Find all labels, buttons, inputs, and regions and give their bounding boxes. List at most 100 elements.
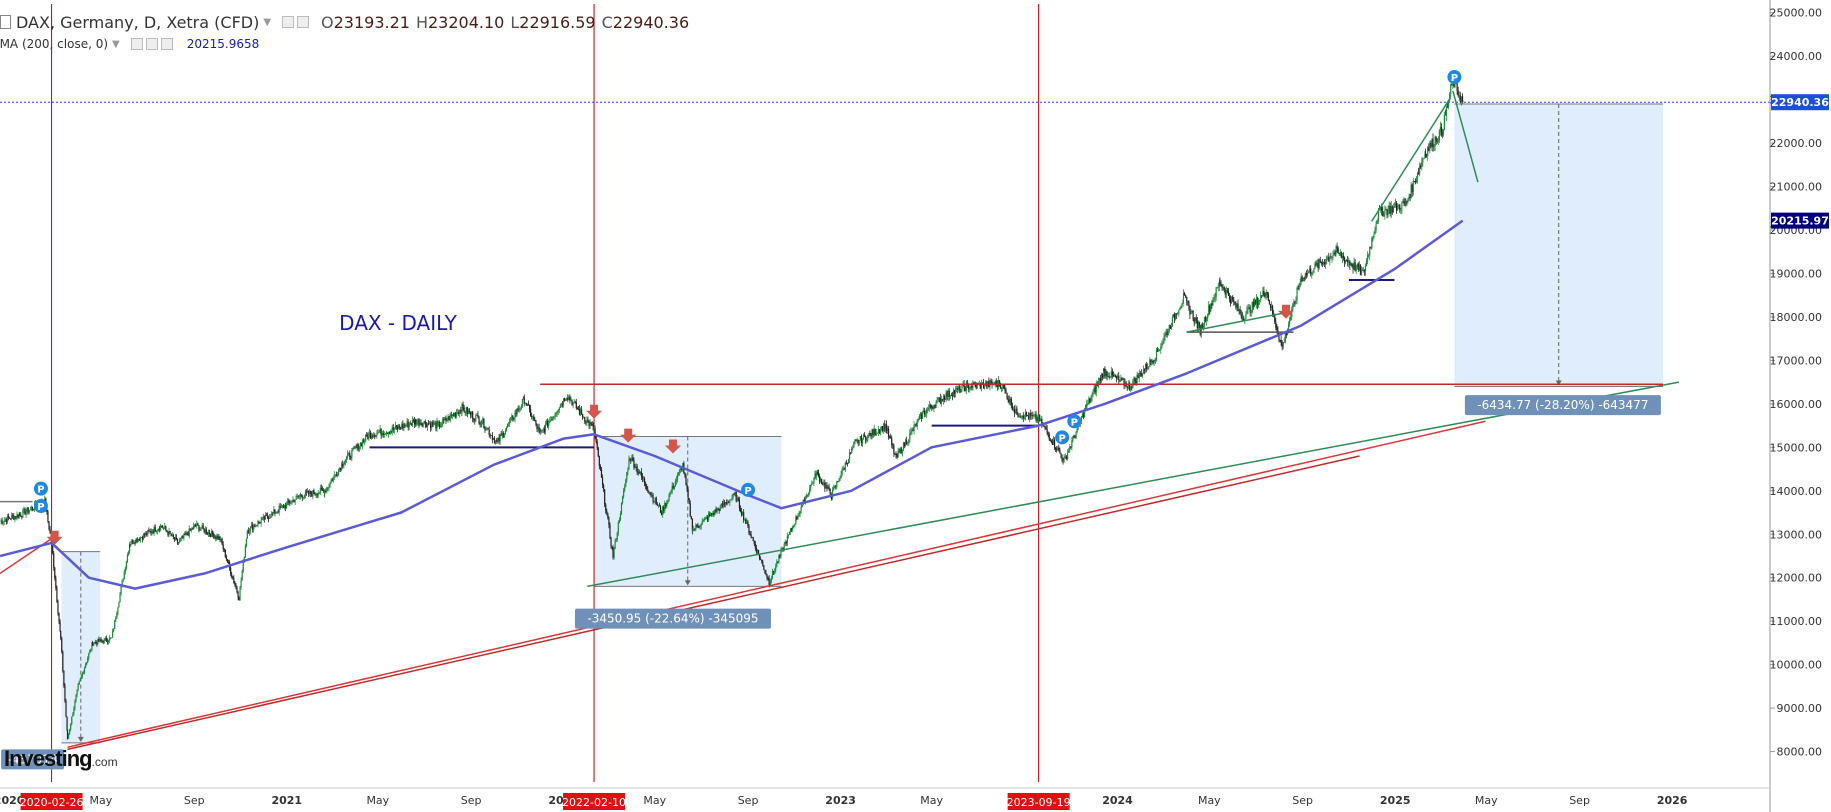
- candle-body: [106, 641, 109, 643]
- candle-body: [834, 485, 836, 488]
- candle-body: [1344, 259, 1347, 263]
- candle-body: [247, 530, 249, 533]
- candle-body: [835, 485, 837, 487]
- symbol-title[interactable]: DAX, Germany, D, Xetra (CFD): [16, 12, 260, 32]
- candle-body: [917, 419, 919, 421]
- candle-body: [134, 542, 136, 544]
- candle-body: [284, 505, 287, 508]
- candle-body: [579, 409, 582, 415]
- down-arrow-marker: [46, 530, 63, 545]
- candle-body: [1403, 201, 1405, 204]
- candle-body: [1103, 369, 1105, 370]
- candle-body: [1413, 180, 1415, 182]
- candle-body: [74, 700, 76, 709]
- y-tick-label: 24000.00: [1770, 50, 1823, 63]
- candle-body: [170, 533, 172, 537]
- candle-body: [963, 383, 965, 388]
- candle-body: [425, 424, 427, 428]
- candle-body: [26, 507, 28, 512]
- candle-body: [438, 422, 441, 428]
- candle-body: [413, 420, 416, 425]
- candle-body: [838, 480, 840, 482]
- chart-menu-icon[interactable]: [0, 15, 11, 29]
- candle-body: [412, 420, 415, 422]
- candle-body: [453, 412, 456, 416]
- candle-body: [127, 551, 130, 555]
- candle-body: [115, 618, 117, 621]
- indicator-dropdown-icon[interactable]: ▼: [112, 38, 120, 50]
- candle-body: [164, 526, 166, 528]
- candle-body: [757, 549, 760, 555]
- candle-body: [1352, 266, 1354, 269]
- candle-body: [1105, 371, 1107, 376]
- candle-body: [788, 531, 791, 535]
- candle-body: [240, 580, 242, 588]
- candle-body: [1153, 360, 1155, 364]
- candle-body: [886, 428, 889, 432]
- candle-body: [879, 429, 882, 433]
- candle-body: [362, 440, 365, 442]
- indicator-visibility-icon[interactable]: [145, 38, 158, 50]
- toggle-icon[interactable]: [297, 16, 310, 28]
- candle-body: [1341, 255, 1344, 258]
- candle-body: [1386, 209, 1388, 215]
- candle-body: [681, 468, 683, 470]
- candle-body: [248, 531, 251, 533]
- candle-body: [321, 489, 324, 491]
- candle-body: [271, 512, 273, 518]
- candle-body: [758, 554, 761, 560]
- candle-body: [517, 408, 519, 411]
- candle-body: [621, 496, 624, 503]
- indicator-label[interactable]: EMA (200, close, 0): [0, 37, 109, 51]
- candle-body: [1072, 436, 1074, 441]
- candle-body: [451, 414, 453, 416]
- indicator-settings-icon[interactable]: [130, 38, 143, 50]
- candle-body: [1446, 106, 1449, 108]
- candle-body: [1038, 415, 1040, 422]
- candle-body: [947, 390, 949, 397]
- candle-body: [1087, 403, 1089, 405]
- settings-icon[interactable]: [282, 16, 295, 28]
- candle-body: [2, 521, 4, 524]
- candle-body: [511, 416, 513, 418]
- candle-body: [1167, 330, 1169, 336]
- candle-body: [1130, 386, 1132, 390]
- candle-body: [768, 578, 770, 585]
- candle-body: [624, 486, 626, 491]
- candle-body: [101, 640, 103, 642]
- candle-body: [501, 432, 503, 435]
- candle-body: [1375, 224, 1377, 231]
- candle-body: [78, 681, 80, 685]
- candle-body: [670, 491, 672, 493]
- candle-body: [1032, 414, 1034, 416]
- candle-body: [549, 420, 551, 423]
- candle-body: [1312, 272, 1314, 274]
- candle-body: [428, 423, 431, 425]
- candle-body: [959, 385, 961, 393]
- candle-body: [1394, 202, 1397, 207]
- candle-body: [66, 730, 69, 739]
- candle-body: [1361, 270, 1364, 271]
- candle-body: [1104, 369, 1106, 376]
- candle-body: [121, 580, 123, 587]
- candle-body: [1043, 424, 1045, 428]
- candle-body: [1061, 454, 1063, 460]
- candle-body: [5, 519, 7, 523]
- candle-body: [505, 427, 508, 431]
- candle-body: [1150, 359, 1152, 363]
- candle-body: [1182, 300, 1184, 304]
- candle-body: [687, 489, 689, 499]
- candle-body: [403, 424, 405, 428]
- candle-body: [684, 473, 686, 476]
- candle-body: [1248, 306, 1250, 308]
- y-tick-label: 25000.00: [1770, 7, 1823, 20]
- candle-body: [1334, 252, 1336, 255]
- candle-body: [1320, 262, 1322, 264]
- candle-body: [1212, 299, 1214, 305]
- candle-body: [315, 494, 317, 496]
- indicator-remove-icon[interactable]: [160, 38, 173, 50]
- candle-body: [401, 424, 403, 429]
- symbol-dropdown-icon[interactable]: ▼: [263, 16, 272, 28]
- candle-body: [1356, 263, 1358, 267]
